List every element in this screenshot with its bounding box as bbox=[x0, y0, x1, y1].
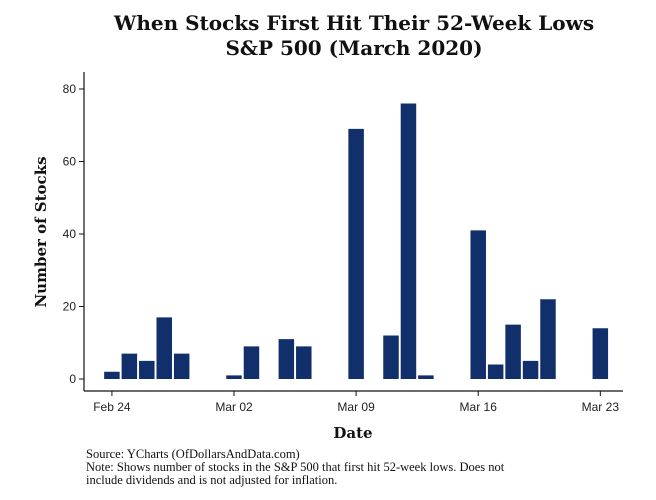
bar-2020-03-24 bbox=[592, 328, 609, 379]
y-tick-label: 40 bbox=[63, 227, 77, 241]
bar-2020-03-16 bbox=[470, 230, 486, 380]
y-tick-label: 20 bbox=[63, 300, 77, 314]
bar-2020-02-27 bbox=[156, 317, 172, 380]
bar-2020-02-24 bbox=[104, 371, 120, 379]
y-axis-ticks: 0 20 40 60 80 bbox=[63, 82, 84, 386]
x-tick-label: Mar 23 bbox=[582, 400, 620, 414]
bar-2020-03-03 bbox=[243, 346, 260, 380]
caption-note-line2: include dividends and is not adjusted fo… bbox=[86, 473, 337, 487]
bar-2020-02-25 bbox=[121, 353, 138, 380]
bar-2020-02-28 bbox=[173, 353, 190, 380]
bar-2020-03-12 bbox=[400, 103, 417, 379]
x-tick-label: Mar 16 bbox=[460, 400, 498, 414]
caption-source: Source: YCharts (OfDollarsAndData.com) bbox=[86, 447, 300, 461]
bar-2020-03-11 bbox=[383, 335, 399, 379]
x-axis-title: Date bbox=[333, 424, 372, 442]
x-tick-label: Mar 02 bbox=[215, 400, 253, 414]
chart-subtitle: S&P 500 (March 2020) bbox=[225, 36, 482, 60]
bar-2020-03-02 bbox=[226, 375, 242, 380]
caption-note-line1: Note: Shows number of stocks in the S&P … bbox=[86, 460, 505, 474]
y-tick-label: 0 bbox=[69, 372, 76, 386]
bar-2020-03-19 bbox=[522, 360, 539, 380]
bar-2020-03-06 bbox=[296, 346, 312, 380]
bar-2020-03-05 bbox=[278, 339, 295, 380]
bar-2020-03-20 bbox=[540, 299, 556, 379]
bars-group bbox=[104, 103, 609, 380]
bar-2020-03-17 bbox=[487, 364, 504, 379]
x-tick-label: Mar 09 bbox=[337, 400, 375, 414]
bar-2020-02-26 bbox=[139, 360, 155, 380]
y-axis-title: Number of Stocks bbox=[32, 156, 50, 307]
y-tick-label: 80 bbox=[63, 82, 77, 96]
bar-2020-03-13 bbox=[418, 375, 434, 380]
x-tick-label: Feb 24 bbox=[93, 400, 131, 414]
chart-title: When Stocks First Hit Their 52-Week Lows bbox=[113, 11, 594, 35]
bar-2020-03-18 bbox=[505, 324, 521, 380]
bar-2020-03-09 bbox=[348, 128, 364, 380]
x-axis-ticks: Feb 24 Mar 02 Mar 09 Mar 16 Mar 23 bbox=[93, 391, 619, 414]
y-tick-label: 60 bbox=[63, 155, 77, 169]
